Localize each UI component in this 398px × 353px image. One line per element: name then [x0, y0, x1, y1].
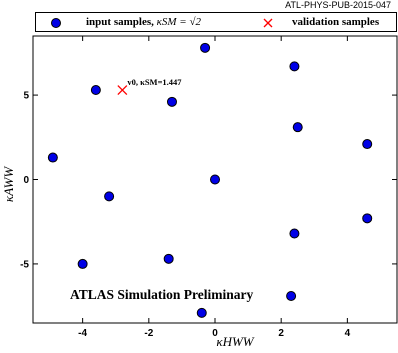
input-sample-point — [166, 96, 177, 107]
x-tick-label: -2 — [144, 328, 153, 339]
input-sample-point — [196, 307, 207, 318]
legend-validation-samples: validation samples — [292, 16, 380, 28]
input-sample-point — [289, 228, 300, 239]
publication-id: ATL-PHYS-PUB-2015-047 — [285, 0, 391, 10]
validation-sample-point — [117, 85, 128, 95]
input-sample-point — [200, 42, 211, 53]
legend-input-samples: input samples, κSM = √2 — [86, 16, 201, 28]
x-tick-label: 2 — [278, 328, 284, 339]
input-sample-point — [47, 152, 58, 163]
y-axis-label: κAWW — [1, 166, 16, 203]
atlas-watermark: ATLAS Simulation Preliminary — [70, 287, 254, 302]
legend: input samples, κSM = √2 validation sampl… — [35, 12, 397, 32]
y-tick-label: 0 — [23, 175, 29, 186]
validation-x-stroke-2 — [117, 85, 128, 95]
x-tick-label: 0 — [212, 328, 218, 339]
legend-input-samples-label: input samples, — [86, 16, 157, 28]
y-tick-label: -5 — [20, 259, 29, 270]
input-sample-point — [210, 174, 220, 185]
x-axis-label: κHWW — [216, 334, 254, 349]
input-sample-point — [104, 191, 115, 202]
validation-point-annotation: v0, κSM=1.447 — [127, 77, 182, 87]
input-sample-point — [362, 213, 373, 224]
input-sample-point — [77, 258, 88, 269]
input-sample-point — [362, 139, 373, 150]
legend-x-marker-icon — [263, 18, 273, 28]
legend-circle-marker-icon — [51, 18, 61, 28]
x-tick-label: -4 — [78, 328, 87, 339]
input-sample-point — [286, 290, 297, 301]
input-sample-point — [289, 61, 300, 72]
input-sample-point — [90, 85, 101, 96]
input-sample-point — [163, 253, 174, 264]
input-sample-point — [292, 122, 303, 133]
legend-input-samples-math: κSM = √2 — [156, 16, 202, 28]
x-tick-label: 4 — [345, 328, 351, 339]
y-tick-label: 5 — [23, 91, 29, 102]
